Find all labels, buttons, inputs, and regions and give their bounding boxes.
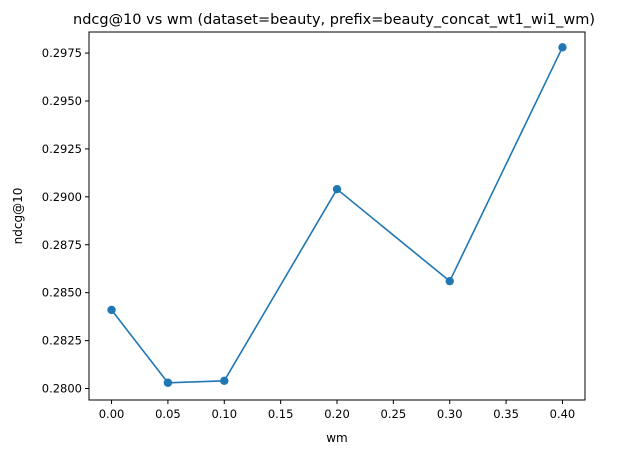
data-point [163,378,173,387]
y-tick-label: 0.2875 [42,238,82,252]
x-tick-label: 0.40 [550,407,576,421]
series-line [110,46,564,384]
y-tick-label: 0.2950 [42,94,82,108]
plot-area [107,43,567,387]
y-tick-label: 0.2925 [42,142,82,156]
x-tick-label: 0.35 [493,407,519,421]
x-tick-label: 0.00 [99,407,125,421]
y-tick-label: 0.2800 [42,382,82,396]
data-point [107,305,116,315]
x-tick-label: 0.20 [324,407,350,421]
data-point [332,184,342,194]
y-tick-label: 0.2975 [42,46,82,60]
y-tick-label: 0.2825 [42,334,82,348]
data-point [445,276,454,286]
x-tick-label: 0.30 [437,407,463,421]
axes-frame [88,31,586,401]
x-tick-label: 0.15 [268,407,294,421]
chart-title: ndcg@10 vs wm (dataset=beauty, prefix=be… [73,12,595,28]
data-point [558,43,567,52]
y-tick-label: 0.2900 [42,190,82,204]
x-tick-label: 0.05 [155,407,181,421]
x-tick-label: 0.10 [211,407,237,421]
x-tick-label: 0.25 [381,407,407,421]
y-axis-label: ndcg@10 [11,188,25,245]
x-axis: 0.00 0.05 0.10 0.15 0.20 0.25 0.30 0.35 0.40 [99,400,576,421]
y-tick-label: 0.2850 [42,286,82,300]
y-axis: 0.2800 0.2825 0.2850 0.2875 0.2900 0.2925 0.29… [42,46,89,396]
x-axis-label: wm [326,431,348,445]
data-point [220,376,229,386]
